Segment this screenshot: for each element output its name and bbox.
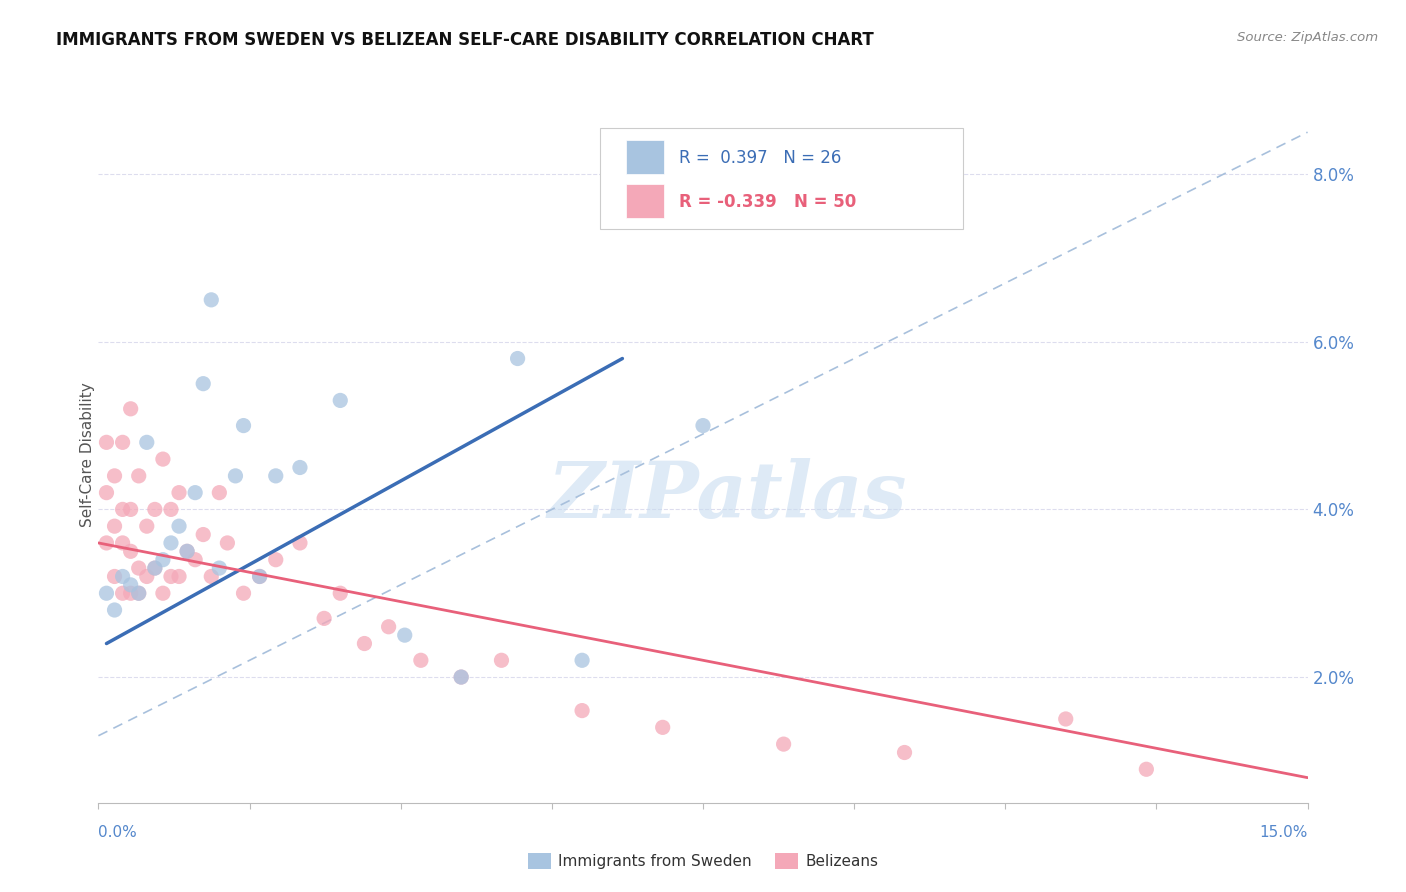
Point — [120, 401, 142, 416]
Point — [288, 460, 311, 475]
Point — [128, 586, 150, 600]
Point — [491, 653, 513, 667]
Point — [96, 485, 118, 500]
Point — [232, 586, 254, 600]
Text: 0.0%: 0.0% — [98, 825, 138, 840]
Point — [353, 636, 375, 650]
Point — [96, 586, 118, 600]
Point — [128, 468, 150, 483]
Point — [264, 552, 287, 566]
Point — [152, 452, 174, 467]
Point — [176, 544, 198, 558]
Bar — [626, 140, 664, 174]
Point — [135, 435, 157, 450]
Point — [571, 653, 593, 667]
Text: R =  0.397   N = 26: R = 0.397 N = 26 — [679, 149, 841, 167]
Point — [200, 569, 222, 583]
Point — [200, 293, 222, 307]
Point — [193, 376, 215, 391]
Point — [409, 653, 432, 667]
Point — [111, 586, 134, 600]
Point — [120, 544, 142, 558]
Point — [103, 569, 125, 583]
Point — [143, 561, 166, 575]
Point — [152, 586, 174, 600]
Point — [193, 527, 215, 541]
Point — [128, 561, 150, 575]
Point — [103, 603, 125, 617]
Text: 15.0%: 15.0% — [1260, 825, 1308, 840]
Point — [111, 569, 134, 583]
Point — [135, 519, 157, 533]
Point — [128, 586, 150, 600]
Point — [571, 704, 593, 718]
Point — [394, 628, 416, 642]
Bar — [626, 185, 664, 218]
Point — [167, 569, 190, 583]
Point — [450, 670, 472, 684]
Point — [184, 485, 207, 500]
Point — [208, 485, 231, 500]
Point — [160, 502, 183, 516]
Point — [249, 569, 271, 583]
Point — [692, 418, 714, 433]
Legend: Immigrants from Sweden, Belizeans: Immigrants from Sweden, Belizeans — [522, 847, 884, 875]
Point — [120, 586, 142, 600]
Point — [143, 502, 166, 516]
Point — [329, 586, 352, 600]
Y-axis label: Self-Care Disability: Self-Care Disability — [80, 383, 94, 527]
Point — [111, 435, 134, 450]
Point — [450, 670, 472, 684]
Point — [329, 393, 352, 408]
Text: IMMIGRANTS FROM SWEDEN VS BELIZEAN SELF-CARE DISABILITY CORRELATION CHART: IMMIGRANTS FROM SWEDEN VS BELIZEAN SELF-… — [56, 31, 875, 49]
Point — [160, 536, 183, 550]
Point — [208, 561, 231, 575]
Point — [651, 720, 673, 734]
Point — [167, 519, 190, 533]
Point — [176, 544, 198, 558]
Point — [224, 468, 246, 483]
Point — [160, 569, 183, 583]
Point — [288, 536, 311, 550]
Point — [232, 418, 254, 433]
Point — [152, 552, 174, 566]
Point — [120, 578, 142, 592]
Point — [135, 569, 157, 583]
Point — [96, 435, 118, 450]
Point — [377, 620, 399, 634]
Point — [111, 536, 134, 550]
Text: Source: ZipAtlas.com: Source: ZipAtlas.com — [1237, 31, 1378, 45]
Text: R = -0.339   N = 50: R = -0.339 N = 50 — [679, 193, 856, 211]
Point — [264, 468, 287, 483]
Point — [96, 536, 118, 550]
Point — [103, 468, 125, 483]
Point — [249, 569, 271, 583]
Point — [772, 737, 794, 751]
Point — [314, 611, 336, 625]
Point — [1054, 712, 1077, 726]
Point — [893, 746, 915, 760]
Point — [111, 502, 134, 516]
Point — [1135, 762, 1157, 776]
Point — [120, 502, 142, 516]
Point — [143, 561, 166, 575]
Point — [167, 485, 190, 500]
Text: ZIPatlas: ZIPatlas — [547, 458, 907, 535]
Point — [506, 351, 529, 366]
Point — [184, 552, 207, 566]
Point — [103, 519, 125, 533]
Point — [217, 536, 239, 550]
FancyBboxPatch shape — [600, 128, 963, 229]
